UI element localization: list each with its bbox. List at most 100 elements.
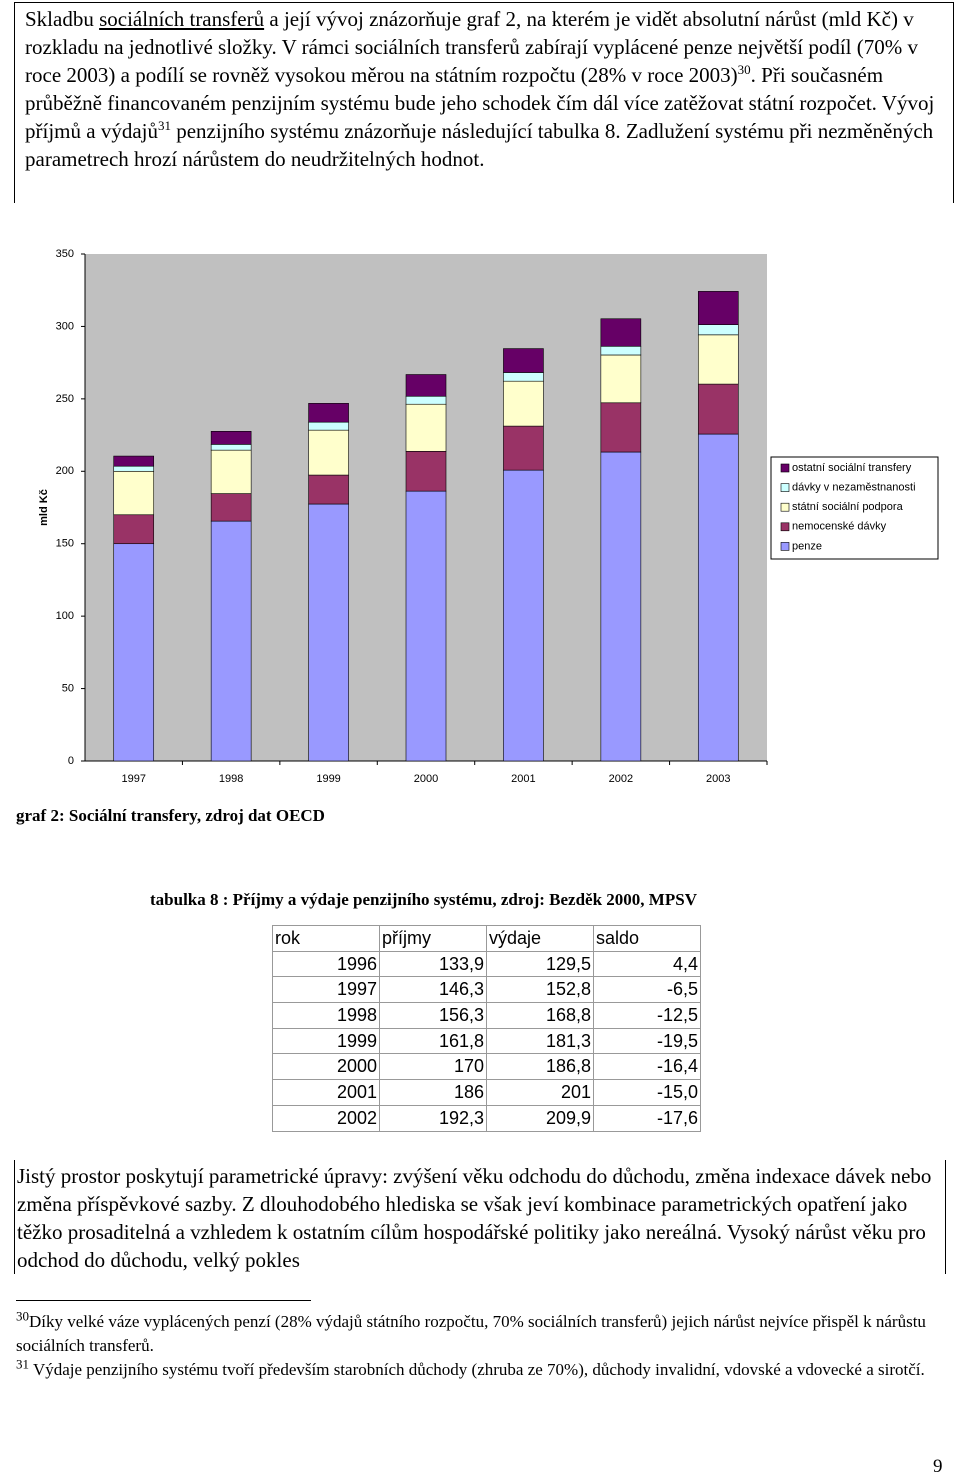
bar-segment xyxy=(210,431,252,445)
bar-segment xyxy=(113,465,155,472)
legend-label: dávky v nezaměstnanosti xyxy=(792,482,916,494)
table-cell: 2000 xyxy=(272,1053,380,1081)
bar-segment xyxy=(600,451,642,762)
bar-segment xyxy=(308,421,349,431)
legend-swatch xyxy=(780,463,790,473)
y-tick-label: 350 xyxy=(56,248,74,260)
bar-segment xyxy=(113,455,155,467)
text: penzijního systému znázorňuje následujíc… xyxy=(25,119,934,171)
table-cell: -19,5 xyxy=(593,1027,701,1055)
table-cell: 1998 xyxy=(272,1002,380,1029)
table-cell: 161,8 xyxy=(379,1027,487,1055)
footnote-rule xyxy=(16,1300,311,1301)
chart-caption: graf 2: Sociální transfery, zdroj dat OE… xyxy=(16,806,325,825)
bar-segment xyxy=(308,474,349,505)
table-cell: 186 xyxy=(379,1079,487,1106)
legend-swatch xyxy=(780,542,790,551)
y-tick-label: 100 xyxy=(56,610,74,622)
bar-segment xyxy=(503,380,544,427)
legend-swatch xyxy=(780,483,790,492)
bar-segment xyxy=(600,345,642,356)
table-row: rok příjmy výdaje saldo xyxy=(272,925,701,952)
text: a její vývoj znázorňuje graf 2, na které… xyxy=(25,7,918,87)
y-tick-label: 300 xyxy=(56,320,74,332)
footnote-ref: 30 xyxy=(737,62,751,77)
bar-segment xyxy=(697,383,739,435)
table-cell: 4,4 xyxy=(593,950,701,978)
text: Skladbu xyxy=(25,7,100,31)
bar-segment xyxy=(210,444,252,451)
footnote-text: Díky velké váze vyplácených penzí (28% v… xyxy=(16,1312,926,1355)
y-tick-label: 50 xyxy=(62,682,74,694)
table-row: 2000 170 186,8 -16,4 xyxy=(272,1053,701,1081)
bar-segment xyxy=(697,324,739,336)
bar-segment xyxy=(600,318,642,347)
table-cell: 129,5 xyxy=(486,950,594,978)
footnote-mark: 30 xyxy=(16,1308,29,1324)
y-tick-label: 0 xyxy=(68,755,74,767)
table-cell: 156,3 xyxy=(379,1002,487,1029)
bar-segment xyxy=(405,450,447,492)
page-number: 9 xyxy=(933,1456,943,1477)
table: rok příjmy výdaje saldo 1996 133,9 129,5 4,4 199… xyxy=(272,925,701,1132)
bar-segment xyxy=(697,433,739,762)
table-row: 1998 156,3 168,8 -12,5 xyxy=(272,1002,701,1029)
table-cell: 201 xyxy=(486,1079,594,1106)
footnote-ref: 31 xyxy=(157,118,171,133)
text: . Při současném průběžně financovaném pe… xyxy=(25,63,935,143)
footnote: 31 Výdaje penzijního systému tvoří přede… xyxy=(16,1356,946,1382)
y-tick-label: 150 xyxy=(56,538,74,550)
legend-swatch xyxy=(780,522,790,532)
legend-swatch xyxy=(780,502,790,512)
y-axis-label: mld Kč xyxy=(38,489,50,526)
y-tick-label: 250 xyxy=(56,393,74,405)
footnote: 30Díky velké váze vyplácených penzí (28%… xyxy=(16,1308,946,1358)
table-row: 2001 186 201 -15,0 xyxy=(272,1079,701,1106)
bar-segment xyxy=(697,334,739,385)
body-paragraph: Jistý prostor poskytují parametrické úpr… xyxy=(14,1160,946,1274)
table-cell: 152,8 xyxy=(486,976,594,1004)
table-cell: 2002 xyxy=(272,1104,380,1132)
table-cell: -16,4 xyxy=(593,1053,701,1081)
table-cell: 2001 xyxy=(272,1079,380,1106)
text: sociálních transferů xyxy=(99,7,265,31)
legend-box xyxy=(770,456,939,560)
table-cell: 168,8 xyxy=(486,1002,594,1029)
x-tick-label: 1999 xyxy=(316,773,340,785)
table-cell: saldo xyxy=(593,925,701,952)
x-tick-label: 2000 xyxy=(414,773,438,785)
bar-segment xyxy=(113,543,155,762)
y-tick-label: 200 xyxy=(56,465,74,477)
bar-segment xyxy=(503,348,544,373)
bar-segment xyxy=(405,374,447,397)
footnote-text: Výdaje penzijního systému tvoří předevší… xyxy=(29,1360,925,1379)
x-tick-label: 1998 xyxy=(219,773,243,785)
table-row: 1996 133,9 129,5 4,4 xyxy=(272,950,701,978)
footnote-mark: 31 xyxy=(16,1356,29,1372)
bar-segment xyxy=(697,291,739,325)
bar-segment xyxy=(113,470,155,516)
intro-paragraph: Skladbu sociálních transferů a její vývo… xyxy=(14,2,954,203)
bar-segment xyxy=(405,403,447,452)
legend-label: ostatní sociální transfery xyxy=(792,462,912,474)
legend-label: penze xyxy=(792,540,822,552)
bar-segment xyxy=(308,403,349,423)
table-cell: 186,8 xyxy=(486,1053,594,1081)
x-tick-label: 2001 xyxy=(511,773,535,785)
table-cell: -15,0 xyxy=(593,1079,701,1106)
bar-segment xyxy=(405,490,447,762)
table-cell: -6,5 xyxy=(593,976,701,1004)
legend-label: státní sociální podpora xyxy=(792,501,904,513)
table-cell: rok xyxy=(272,925,380,952)
table-title: tabulka 8 : Příjmy a výdaje penzijního s… xyxy=(150,890,697,909)
bar-segment xyxy=(210,520,252,762)
table-cell: příjmy xyxy=(379,925,487,952)
table-cell: 170 xyxy=(379,1053,487,1081)
bar-segment xyxy=(210,493,252,522)
bar-segment xyxy=(210,449,252,494)
legend-label: nemocenské dávky xyxy=(792,521,887,533)
bar-segment xyxy=(405,395,447,405)
chart: 0 50 100 150 200 250 300 350 mld Kč 1997 1998 1999 2… xyxy=(38,248,939,785)
table-row: 2002 192,3 209,9 -17,6 xyxy=(272,1104,701,1132)
bar-segment xyxy=(600,354,642,404)
